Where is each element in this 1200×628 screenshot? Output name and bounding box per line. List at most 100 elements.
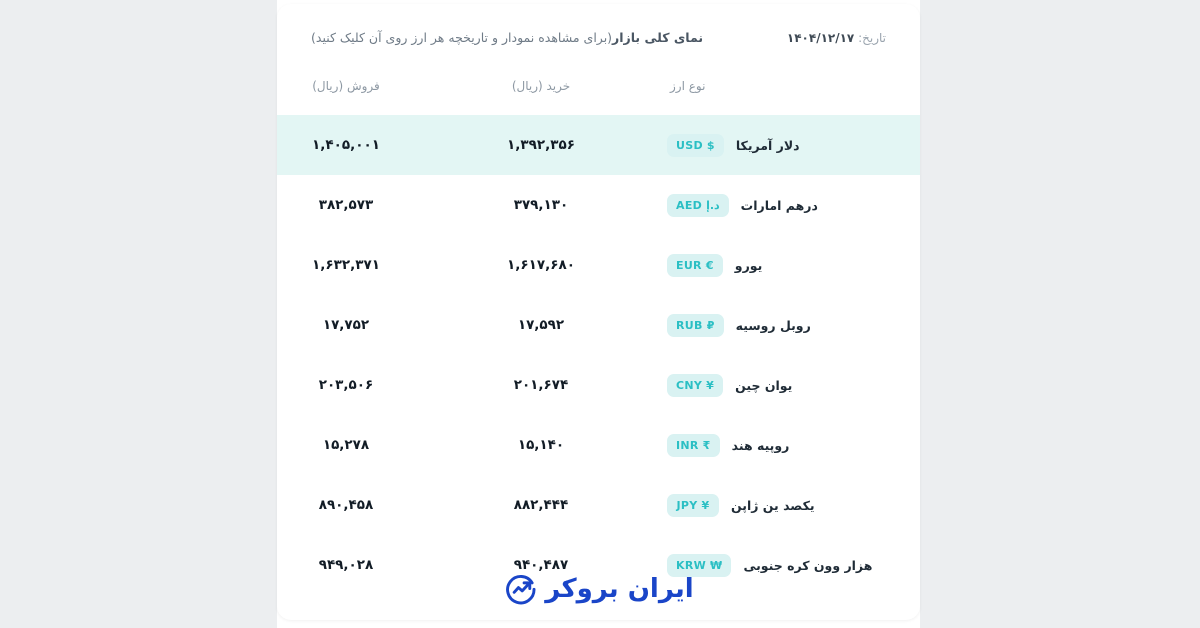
table-row[interactable]: KRW ₩ هزار وون کره جنوبی ۹۴۰,۴۸۷ ۹۴۹,۰۲۸ xyxy=(277,535,920,595)
currency-code: AED xyxy=(676,198,703,212)
currency-cell[interactable]: KRW ₩ هزار وون کره جنوبی xyxy=(637,553,919,577)
sell-price: ۱۷,۷۵۲ xyxy=(322,317,370,333)
table-row[interactable]: JPY ¥ یکصد ین ژاپن ۸۸۲,۴۴۴ ۸۹۰,۴۵۸ xyxy=(277,475,920,535)
page-title-strong: نمای کلی بازار xyxy=(612,30,704,45)
column-header-buy: خرید (ریال) xyxy=(511,79,571,93)
currency-code: RUB xyxy=(676,318,703,332)
currency-name: هزار وون کره جنوبی xyxy=(743,557,873,573)
cell-buy-price: ۱,۶۱۷,۶۸۰ xyxy=(446,235,636,295)
table-row[interactable]: USD $ دلار آمریکا ۱,۳۹۲,۳۵۶ ۱,۴۰۵,۰۰۱ xyxy=(277,115,920,175)
sell-price: ۱۵,۲۷۸ xyxy=(322,437,370,453)
growth-chart-icon xyxy=(503,572,537,606)
currency-symbol-icon: ₩ xyxy=(710,558,723,572)
currency-name: دلار آمریکا xyxy=(735,137,800,153)
currency-code: INR xyxy=(676,438,699,452)
cell-currency[interactable]: RUB ₽ روبل روسیه xyxy=(636,295,920,355)
card-header: نمای کلی بازار(برای مشاهده نمودار و تاری… xyxy=(277,4,920,45)
sell-price: ۳۸۲,۵۷۳ xyxy=(318,197,374,213)
cell-sell-price: ۹۴۹,۰۲۸ xyxy=(277,535,446,595)
cell-buy-price: ۳۷۹,۱۳۰ xyxy=(446,175,636,235)
cell-buy-price: ۱۵,۱۴۰ xyxy=(446,415,636,475)
header-date: تاریخ: ۱۴۰۴/۱۲/۱۷ xyxy=(787,31,886,45)
table-row[interactable]: INR ₹ روپیه هند ۱۵,۱۴۰ ۱۵,۲۷۸ xyxy=(277,415,920,475)
currency-code-badge: KRW ₩ xyxy=(667,553,732,577)
cell-sell-price: ۱,۶۳۲,۳۷۱ xyxy=(277,235,446,295)
table-row[interactable]: EUR € یورو ۱,۶۱۷,۶۸۰ ۱,۶۳۲,۳۷۱ xyxy=(277,235,920,295)
sell-price: ۲۰۳,۵۰۶ xyxy=(318,377,374,393)
cell-sell-price: ۱۵,۲۷۸ xyxy=(277,415,446,475)
currency-name: درهم امارات xyxy=(740,197,818,213)
currency-symbol-icon: $ xyxy=(706,138,715,152)
currency-code: EUR xyxy=(676,258,702,272)
currency-symbol-icon: € xyxy=(705,258,714,272)
currency-code-badge: USD $ xyxy=(667,133,724,157)
exchange-rates-table: نوع ارز خرید (ریال) فروش (ریال) USD $ دلار… xyxy=(277,71,920,595)
cell-sell-price: ۳۸۲,۵۷۳ xyxy=(277,175,446,235)
table-header-row: نوع ارز خرید (ریال) فروش (ریال) xyxy=(277,71,920,115)
buy-price: ۲۰۱,۶۷۴ xyxy=(513,377,569,393)
market-overview-card: نمای کلی بازار(برای مشاهده نمودار و تاری… xyxy=(277,4,920,620)
buy-price: ۱۵,۱۴۰ xyxy=(517,437,565,453)
cell-sell-price: ۱,۴۰۵,۰۰۱ xyxy=(277,115,446,175)
cell-sell-price: ۸۹۰,۴۵۸ xyxy=(277,475,446,535)
currency-cell[interactable]: USD $ دلار آمریکا xyxy=(637,133,919,157)
currency-code: USD xyxy=(676,138,703,152)
sell-price: ۱,۶۳۲,۳۷۱ xyxy=(312,257,380,273)
currency-cell[interactable]: CNY ¥ یوان چین xyxy=(637,373,919,397)
currency-name: یوان چین xyxy=(735,377,793,393)
buy-price: ۱۷,۵۹۲ xyxy=(517,317,565,333)
cell-buy-price: ۲۰۱,۶۷۴ xyxy=(446,355,636,415)
currency-symbol-icon: د.إ xyxy=(706,198,720,212)
cell-currency[interactable]: EUR € یورو xyxy=(636,235,920,295)
buy-price: ۱,۶۱۷,۶۸۰ xyxy=(507,257,575,273)
header-date-value: ۱۴۰۴/۱۲/۱۷ xyxy=(786,30,855,45)
cell-buy-price: ۱,۳۹۲,۳۵۶ xyxy=(446,115,636,175)
currency-cell[interactable]: RUB ₽ روبل روسیه xyxy=(637,313,919,337)
cell-currency[interactable]: KRW ₩ هزار وون کره جنوبی xyxy=(636,535,920,595)
brand-name: ایران بروکر xyxy=(545,574,694,604)
column-header-sell: فروش (ریال) xyxy=(312,79,380,93)
column-header-currency: نوع ارز xyxy=(670,79,706,93)
buy-price: ۳۷۹,۱۳۰ xyxy=(513,197,569,213)
currency-cell[interactable]: AED د.إ درهم امارات xyxy=(637,193,919,217)
table-body: USD $ دلار آمریکا ۱,۳۹۲,۳۵۶ ۱,۴۰۵,۰۰۱ AED د.إ د… xyxy=(277,115,920,595)
currency-code-badge: RUB ₽ xyxy=(667,313,724,337)
currency-name: روپیه هند xyxy=(731,437,790,453)
page-gutter-left xyxy=(0,0,277,628)
cell-currency[interactable]: USD $ دلار آمریکا xyxy=(636,115,920,175)
brand-logo: ایران بروکر xyxy=(503,572,694,606)
cell-currency[interactable]: CNY ¥ یوان چین xyxy=(636,355,920,415)
currency-name: روبل روسیه xyxy=(735,317,811,333)
table-header: نوع ارز خرید (ریال) فروش (ریال) xyxy=(277,71,920,115)
cell-sell-price: ۲۰۳,۵۰۶ xyxy=(277,355,446,415)
buy-price: ۹۴۰,۴۸۷ xyxy=(513,557,569,573)
cell-sell-price: ۱۷,۷۵۲ xyxy=(277,295,446,355)
sell-price: ۱,۴۰۵,۰۰۱ xyxy=(312,137,380,153)
currency-symbol-icon: ₹ xyxy=(702,438,711,452)
table-row[interactable]: CNY ¥ یوان چین ۲۰۱,۶۷۴ ۲۰۳,۵۰۶ xyxy=(277,355,920,415)
currency-cell[interactable]: EUR € یورو xyxy=(637,253,919,277)
currency-name: یکصد ین ژاپن xyxy=(731,497,815,513)
currency-symbol-icon: ₽ xyxy=(706,318,715,332)
buy-price: ۱,۳۹۲,۳۵۶ xyxy=(507,137,575,153)
cell-buy-price: ۹۴۰,۴۸۷ xyxy=(446,535,636,595)
table-row[interactable]: AED د.إ درهم امارات ۳۷۹,۱۳۰ ۳۸۲,۵۷۳ xyxy=(277,175,920,235)
currency-code-badge: EUR € xyxy=(667,253,723,277)
currency-code: JPY xyxy=(676,498,698,512)
cell-buy-price: ۱۷,۵۹۲ xyxy=(446,295,636,355)
table-row[interactable]: RUB ₽ روبل روسیه ۱۷,۵۹۲ ۱۷,۷۵۲ xyxy=(277,295,920,355)
currency-code: CNY xyxy=(676,378,703,392)
currency-code-badge: JPY ¥ xyxy=(667,493,719,517)
currency-code-badge: INR ₹ xyxy=(667,433,720,457)
sell-price: ۹۴۹,۰۲۸ xyxy=(318,557,374,573)
sell-price: ۸۹۰,۴۵۸ xyxy=(318,497,374,513)
cell-currency[interactable]: JPY ¥ یکصد ین ژاپن xyxy=(636,475,920,535)
page-title-hint: (برای مشاهده نمودار و تاریخچه هر ارز روی… xyxy=(311,30,613,45)
currency-name: یورو xyxy=(734,257,763,273)
header-date-label: تاریخ: xyxy=(858,30,886,45)
currency-cell[interactable]: INR ₹ روپیه هند xyxy=(637,433,919,457)
cell-currency[interactable]: INR ₹ روپیه هند xyxy=(636,415,920,475)
currency-symbol-icon: ¥ xyxy=(701,498,710,512)
cell-currency[interactable]: AED د.إ درهم امارات xyxy=(636,175,920,235)
currency-cell[interactable]: JPY ¥ یکصد ین ژاپن xyxy=(637,493,919,517)
